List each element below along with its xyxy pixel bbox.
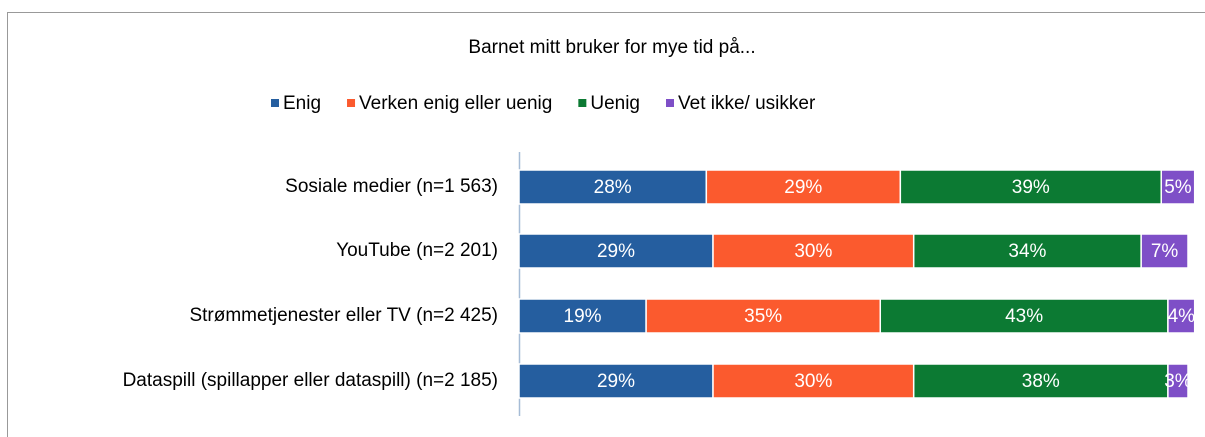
data-label: 29% xyxy=(597,241,635,262)
bar-segment xyxy=(879,298,1169,334)
data-label: 29% xyxy=(784,177,822,198)
data-label: 4% xyxy=(1168,306,1196,327)
y-tick-label: Dataspill (spillapper eller dataspill) (… xyxy=(123,370,498,391)
data-label: 5% xyxy=(1164,177,1192,198)
y-tick-label: YouTube (n=2 201) xyxy=(336,240,498,261)
bar-segment xyxy=(912,233,1142,269)
data-label: 34% xyxy=(1008,241,1046,262)
data-label: 7% xyxy=(1151,241,1179,262)
legend-label: Enig xyxy=(283,93,321,114)
data-label: 43% xyxy=(1005,306,1043,327)
y-tick-label: Sosiale medier (n=1 563) xyxy=(285,176,498,197)
data-label: 3% xyxy=(1164,371,1192,392)
y-tick-label: Strømmetjenester eller TV (n=2 425) xyxy=(189,305,498,326)
bar-segment xyxy=(705,169,902,205)
bar-segment xyxy=(1160,169,1196,205)
data-label: 39% xyxy=(1012,177,1050,198)
bar-segment xyxy=(1140,233,1189,269)
data-label: 30% xyxy=(794,241,832,262)
legend-label: Vet ikke/ usikker xyxy=(678,93,816,114)
legend-swatch xyxy=(578,99,587,107)
bar-segment xyxy=(712,363,915,399)
data-label: 29% xyxy=(597,371,635,392)
legend-swatch xyxy=(347,99,356,107)
bar-segment xyxy=(712,233,915,269)
chart-title: Barnet mitt bruker for mye tid på... xyxy=(468,37,755,58)
data-label: 38% xyxy=(1022,371,1060,392)
legend-swatch xyxy=(271,99,279,107)
data-label: 30% xyxy=(794,371,832,392)
legend-label: Verken enig eller uenig xyxy=(359,93,552,114)
data-label: 35% xyxy=(744,306,782,327)
bar-segment xyxy=(1167,363,1189,399)
bar-segment xyxy=(899,169,1162,205)
data-label: 19% xyxy=(564,306,602,327)
bar-segment xyxy=(912,363,1169,399)
data-label: 28% xyxy=(594,177,632,198)
bar-segment xyxy=(1167,298,1196,334)
chart-frame xyxy=(7,12,1205,437)
bar-segment xyxy=(645,298,882,334)
legend-swatch xyxy=(666,99,674,107)
bar-segment xyxy=(518,298,647,334)
legend-label: Uenig xyxy=(590,93,640,114)
